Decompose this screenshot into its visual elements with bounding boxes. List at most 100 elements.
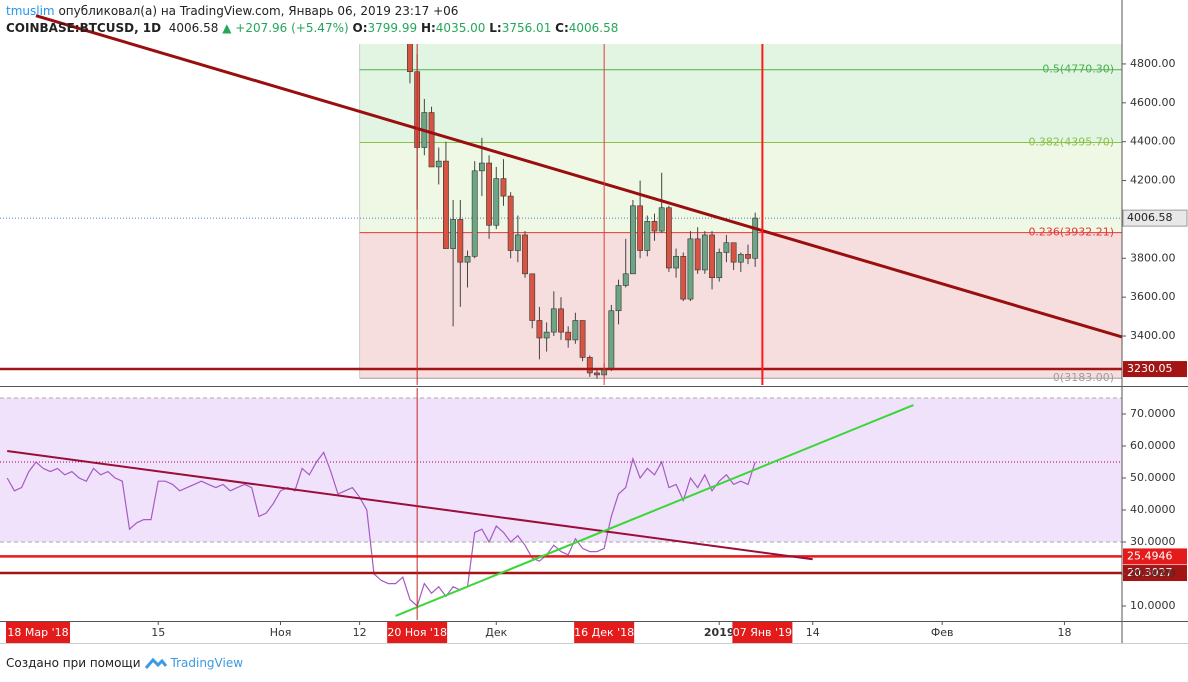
- fib-zone: [359, 44, 1123, 70]
- o-value: 3799.99: [367, 21, 418, 35]
- rsi-band: [0, 398, 1122, 542]
- x-tick-label: 14: [806, 626, 820, 639]
- y-tick-label: 3400.00: [1130, 329, 1176, 342]
- fib-label: 0.5(4770.30): [1042, 63, 1114, 76]
- candle-body: [457, 219, 464, 263]
- fib-label: 0(3183.00): [1053, 371, 1114, 384]
- candle-body: [522, 234, 528, 275]
- x-marker-tag: [574, 622, 635, 643]
- candle-body: [407, 44, 413, 73]
- y-tick-label: 40.0000: [1130, 503, 1176, 516]
- candle-body: [450, 219, 457, 249]
- x-tick-label: 2019: [704, 626, 735, 639]
- c-value: 4006.58: [568, 21, 619, 35]
- x-marker-label: 20 Ноя '18: [387, 626, 447, 639]
- y-tick-label: 3800.00: [1130, 251, 1176, 264]
- candle-body: [500, 178, 507, 197]
- candle-body: [737, 254, 744, 263]
- fib-label: 0.382(4395.70): [1028, 136, 1114, 149]
- change: ▲ +207.96 (+5.47%): [222, 21, 349, 35]
- candle-body: [543, 331, 550, 339]
- y-tick-label: 50.0000: [1130, 471, 1176, 484]
- candle-body: [673, 256, 679, 269]
- symbol: COINBASE:BTCUSD, 1D: [6, 21, 162, 35]
- left-marker-label: 18 Мар '18: [7, 626, 68, 639]
- header-line-1: tmuslim опубликовал(а) на TradingView.co…: [6, 4, 458, 18]
- h-line-label: 3230.05: [1127, 362, 1173, 375]
- y-tick-label: 30.0000: [1130, 535, 1176, 548]
- o-key: O:: [352, 21, 368, 35]
- user[interactable]: tmuslim: [6, 4, 55, 18]
- h-line-label: 20.3027: [1127, 566, 1173, 579]
- candle-body: [428, 112, 435, 168]
- h-line-label: 25.4946: [1127, 549, 1173, 562]
- candle-body: [529, 273, 536, 321]
- x-marker-label: 16 Дек '18: [574, 626, 634, 639]
- h-line-tag: [1123, 548, 1187, 565]
- candle-body: [594, 372, 600, 376]
- candle-body: [471, 170, 478, 257]
- candle-body: [730, 242, 737, 263]
- candle-body: [709, 234, 715, 279]
- x-tick-label: 18: [1057, 626, 1071, 639]
- last-price-label: 4006.58: [1127, 211, 1173, 224]
- published: опубликовал(а) на TradingView.com, Январ…: [58, 4, 459, 18]
- logo: [144, 657, 167, 669]
- x-tick-label: Ноя: [270, 626, 292, 639]
- candle-body: [478, 162, 485, 172]
- candle-body: [716, 252, 723, 279]
- x-tick-label: Фев: [931, 626, 954, 639]
- h-value: 4035.00: [435, 21, 486, 35]
- x-tick-label: 12: [353, 626, 367, 639]
- h-line-tag: [1123, 361, 1187, 378]
- footer-text: Создано при помощи: [6, 656, 141, 670]
- candle-body: [579, 320, 586, 358]
- candle-body: [572, 320, 579, 341]
- candle-body: [615, 285, 622, 312]
- rsi: [6, 451, 756, 608]
- candle-body: [701, 234, 708, 271]
- y-tick-label: 60.0000: [1130, 439, 1176, 452]
- y-tick-label: 3600.00: [1130, 290, 1176, 303]
- candle-body: [514, 234, 521, 251]
- x-marker-tag: [387, 622, 448, 643]
- l-value: 3756.01: [501, 21, 552, 35]
- candle-body: [651, 221, 658, 232]
- candle-body: [745, 254, 751, 259]
- candle-body: [658, 207, 665, 232]
- trend-line: [7, 450, 813, 561]
- c-key: C:: [555, 21, 569, 35]
- last: 4006.58: [168, 21, 219, 35]
- footer-brand[interactable]: TradingView: [170, 656, 244, 670]
- rsi-line: [6, 451, 756, 608]
- candle-body: [687, 238, 694, 300]
- candle-body: [435, 160, 442, 168]
- x-marker-label: 07 Янв '19: [733, 626, 792, 639]
- footer: Создано при помощи TradingView: [6, 656, 243, 670]
- candle-body: [630, 205, 636, 275]
- candle-body: [550, 308, 557, 333]
- candle-body: [565, 331, 572, 341]
- left-marker-tag: [6, 622, 70, 643]
- h-line-tag: [1123, 565, 1187, 582]
- h-key: H:: [420, 21, 436, 35]
- x-marker-tag: [732, 622, 793, 643]
- candle-body: [464, 256, 471, 263]
- y-tick-label: 4200.00: [1130, 174, 1176, 187]
- trend-line: [35, 14, 1123, 339]
- layers: 0.5(4770.30) 0.382(4395.70) 0.236(3932.21)…: [0, 0, 1188, 644]
- candle-body: [752, 217, 759, 259]
- candle-body: [586, 357, 593, 374]
- l-key: L:: [489, 21, 502, 35]
- change-value: +207.96 (+5.47%): [235, 21, 349, 35]
- y-tick-label: 4600.00: [1130, 96, 1176, 109]
- candle-body: [637, 205, 644, 251]
- fib-label: 0.236(3932.21): [1028, 226, 1114, 239]
- y-tick-label: 4400.00: [1130, 135, 1176, 148]
- x-tick-label: Дек: [485, 626, 507, 639]
- header-line-2: COINBASE:BTCUSD, 1D 4006.58 ▲ +207.96 (+…: [6, 21, 618, 35]
- y-tick-label: 10.0000: [1130, 599, 1176, 612]
- candle-body: [694, 238, 701, 271]
